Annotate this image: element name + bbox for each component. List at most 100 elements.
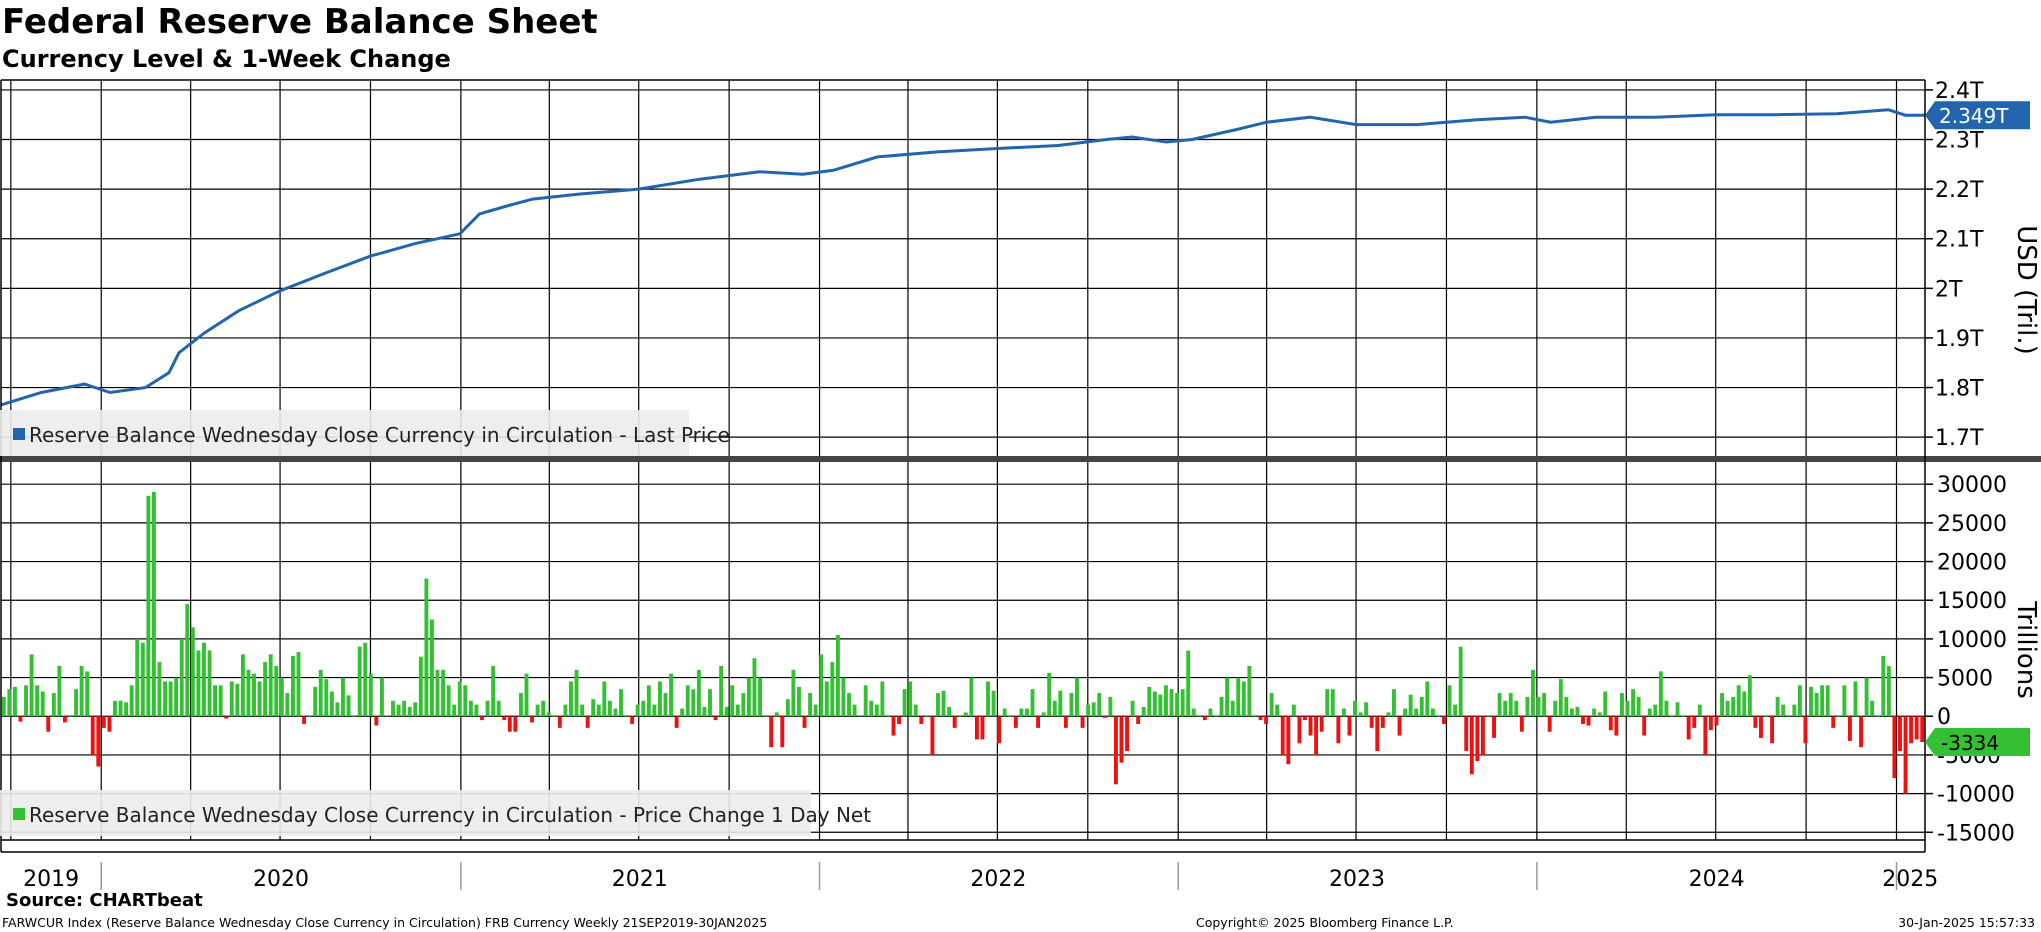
- change-bar: [1041, 712, 1046, 717]
- change-bar: [185, 604, 190, 717]
- change-bar: [1180, 689, 1185, 717]
- change-bar: [302, 716, 307, 724]
- change-bar: [1764, 716, 1769, 717]
- change-bar: [1013, 716, 1018, 728]
- change-bar: [1597, 712, 1602, 717]
- change-bar: [1036, 716, 1041, 728]
- change-bar: [207, 650, 212, 717]
- change-bar: [296, 652, 301, 717]
- change-bar: [852, 704, 857, 717]
- top-legend-swatch: [13, 428, 25, 440]
- change-bar: [1486, 716, 1491, 717]
- change-bar: [1397, 716, 1402, 736]
- top-last-value-tag-shape: [1925, 101, 2030, 130]
- change-bar: [802, 716, 807, 728]
- change-bar: [1875, 716, 1880, 717]
- change-bar: [780, 716, 785, 748]
- change-bar: [1236, 677, 1241, 717]
- change-bar: [1419, 696, 1424, 717]
- change-bar: [646, 685, 651, 717]
- change-bar: [1392, 689, 1396, 717]
- change-bar: [1653, 704, 1658, 717]
- change-bar: [1625, 700, 1630, 717]
- change-bar: [1125, 716, 1129, 752]
- change-bar: [1442, 716, 1446, 724]
- change-bar: [1314, 716, 1319, 755]
- change-bar: [1647, 708, 1652, 717]
- change-bar: [1753, 716, 1758, 728]
- change-bar: [329, 691, 334, 717]
- change-bar: [63, 716, 67, 723]
- change-bar: [1686, 716, 1691, 740]
- change-bar: [101, 716, 106, 728]
- change-bar: [463, 685, 468, 717]
- change-bar: [202, 642, 206, 717]
- bottom-y-tick-label: 5000: [1937, 667, 1993, 692]
- change-bar: [1497, 693, 1502, 717]
- change-bar: [763, 716, 768, 717]
- change-bar: [1058, 690, 1063, 717]
- top-legend-label: Reserve Balance Wednesday Close Currency…: [29, 423, 730, 447]
- change-bar: [696, 669, 701, 717]
- change-bar: [824, 681, 829, 717]
- change-bar: [580, 704, 585, 717]
- change-bar: [1214, 716, 1218, 717]
- change-bar: [1714, 716, 1719, 726]
- change-bar: [1480, 716, 1485, 755]
- change-bar: [1742, 691, 1747, 717]
- change-bar: [1152, 691, 1157, 717]
- change-bar: [1697, 704, 1702, 717]
- change-bar: [12, 686, 17, 717]
- change-bar: [1770, 716, 1775, 744]
- change-bar: [313, 686, 318, 717]
- change-bar: [952, 716, 957, 728]
- change-bar: [969, 677, 974, 717]
- change-bar: [835, 635, 840, 717]
- chart-title: Federal Reserve Balance Sheet: [2, 2, 598, 42]
- change-bar: [885, 716, 890, 717]
- change-bar: [502, 716, 507, 721]
- change-bar: [1025, 708, 1029, 717]
- change-bar: [1542, 693, 1547, 717]
- change-bar: [1069, 693, 1074, 717]
- change-bar: [24, 685, 28, 717]
- change-bar: [1019, 708, 1024, 717]
- change-bar: [847, 693, 851, 717]
- change-bar: [919, 716, 924, 724]
- change-bar: [1191, 708, 1196, 717]
- change-bar: [958, 716, 963, 717]
- change-bar: [702, 706, 707, 717]
- change-bar: [1675, 702, 1680, 717]
- change-bar: [1914, 716, 1919, 740]
- change-bar: [218, 685, 223, 717]
- change-bar: [257, 681, 262, 717]
- change-bar: [1219, 696, 1224, 717]
- change-bar: [1464, 716, 1469, 752]
- source-note: Source: CHARTbeat: [6, 890, 203, 911]
- change-bar: [1147, 686, 1152, 717]
- change-bar: [908, 681, 913, 717]
- change-bar: [769, 716, 774, 748]
- change-bar: [897, 716, 901, 724]
- chart-subtitle: Currency Level & 1-Week Change: [2, 45, 451, 73]
- change-bar: [1280, 716, 1285, 755]
- change-bar: [146, 495, 151, 717]
- change-bar: [1303, 716, 1307, 721]
- change-bar: [163, 681, 167, 717]
- change-bar: [268, 654, 273, 717]
- change-bar: [685, 685, 690, 717]
- change-bar: [1403, 708, 1408, 717]
- change-bar: [758, 677, 762, 717]
- change-bar: [435, 669, 440, 717]
- change-bar: [318, 669, 323, 717]
- change-bar: [1008, 716, 1013, 717]
- change-bar: [1164, 685, 1168, 717]
- change-bar: [541, 700, 546, 717]
- change-bar: [1731, 696, 1736, 717]
- change-bar: [569, 681, 573, 717]
- change-bar: [1197, 716, 1202, 717]
- change-bar: [1636, 696, 1641, 717]
- change-bar: [1920, 716, 1925, 743]
- change-bar: [252, 673, 256, 717]
- change-bar: [379, 677, 384, 717]
